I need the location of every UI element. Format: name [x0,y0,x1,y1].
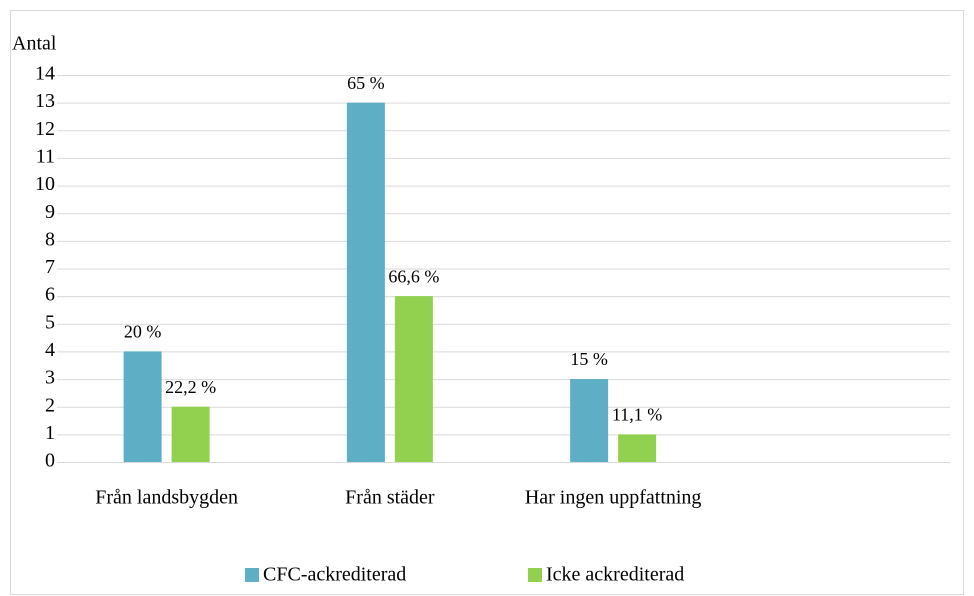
y-tick-label: 11 [36,146,55,168]
y-tick-label: 9 [45,201,55,223]
y-tick-label: 5 [45,311,55,333]
bar [618,434,657,462]
y-tick-label: 7 [45,256,55,278]
data-label: 65 % [347,73,385,93]
legend-swatch [245,568,259,582]
x-tick-label: Från landsbygden [95,487,238,509]
data-label: 20 % [124,322,162,342]
bar [171,406,210,462]
data-label: 66,6 % [388,266,439,286]
y-tick-label: 0 [45,450,55,472]
y-tick-label: 1 [45,422,55,444]
y-tick-label: 6 [45,284,55,306]
legend-swatch [528,568,542,582]
y-tick-label: 3 [45,367,55,389]
y-tick-label: 2 [45,394,55,416]
y-tick-label: 10 [35,173,55,195]
y-tick-label: 4 [45,339,55,361]
data-label: 22,2 % [165,377,216,397]
bar [394,296,433,462]
chart-border [10,10,964,595]
bar [346,102,385,463]
bar [123,351,162,462]
x-tick-label: Har ingen uppfattning [525,487,702,509]
data-label: 15 % [570,349,608,369]
bar [570,379,609,462]
y-tick-label: 8 [45,228,55,250]
x-tick-label: Från städer [345,487,435,509]
y-tick-label: 13 [35,90,55,112]
y-tick-label: 12 [35,118,55,140]
legend-label: CFC-ackrediterad [263,564,406,586]
data-label: 11,1 % [612,404,662,424]
y-tick-label: 14 [35,63,55,85]
y-axis-label: Antal [12,33,57,55]
legend-label: Icke ackrediterad [546,564,684,586]
